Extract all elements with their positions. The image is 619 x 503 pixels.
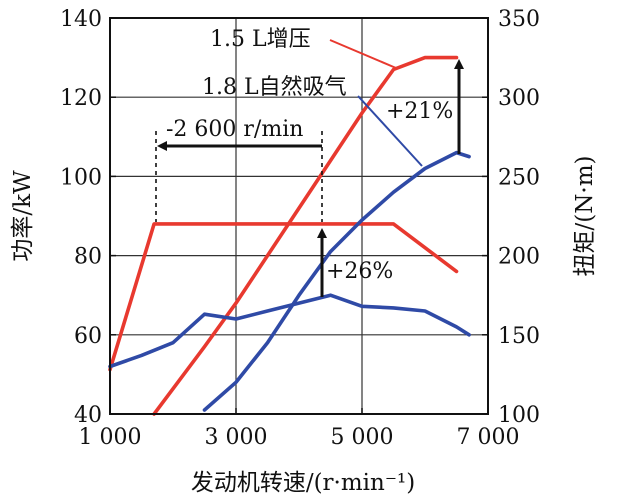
y-left-axis-title: 功率/kW — [10, 170, 36, 262]
grid — [110, 18, 488, 414]
legend-leader-1-8l — [357, 95, 423, 167]
x-axis-title: 发动机转速/(r·min⁻¹) — [191, 470, 415, 496]
y-right-tick-label: 250 — [498, 165, 540, 190]
y-right-axis-title: 扭矩/(N·m) — [572, 156, 598, 277]
y-left-tick-label: 60 — [74, 324, 102, 349]
legend-leader-1-5l — [329, 39, 397, 69]
x-tick-label: 7 000 — [457, 425, 520, 450]
y-right-tick-label: 150 — [498, 324, 540, 349]
legend-label-1-5l: 1.5 L增压 — [210, 27, 311, 52]
ticks: 1 000 3 000 5 000 7 000 40 60 80 100 120 140 100 15… — [60, 7, 540, 450]
y-left-tick-label: 120 — [60, 86, 102, 111]
power-gain-label: +21% — [386, 99, 453, 124]
y-left-tick-label: 100 — [60, 165, 102, 190]
y-right-tick-label: 200 — [498, 245, 540, 270]
watermark: 头条 @天和Auto — [453, 474, 568, 492]
rpm-shift-label: -2 600 r/min — [166, 117, 303, 142]
y-left-tick-label: 40 — [74, 403, 102, 428]
y-right-tick-label: 300 — [498, 86, 540, 111]
series-layer — [108, 55, 471, 416]
series-1-8l-power-line — [202, 150, 471, 412]
series-1-5l-torque-line — [108, 222, 459, 372]
series-1-5l-power-line — [152, 55, 459, 416]
legend-label-1-8l: 1.8 L自然吸气 — [202, 75, 347, 100]
y-left-tick-label: 80 — [74, 245, 102, 270]
series-1-8l-torque-line — [108, 293, 471, 369]
y-right-tick-label: 350 — [498, 7, 540, 32]
x-tick-label: 5 000 — [331, 425, 394, 450]
x-tick-label: 3 000 — [205, 425, 268, 450]
y-left-tick-label: 140 — [60, 7, 102, 32]
y-right-tick-label: 100 — [498, 403, 540, 428]
x-tick-label: 1 000 — [79, 425, 142, 450]
plot-frame — [109, 17, 489, 415]
torque-gain-label: +26% — [326, 259, 393, 284]
